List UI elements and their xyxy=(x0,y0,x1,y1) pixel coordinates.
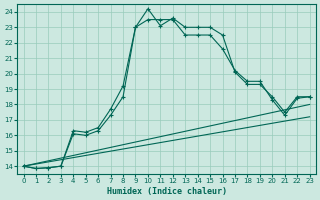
X-axis label: Humidex (Indice chaleur): Humidex (Indice chaleur) xyxy=(107,187,227,196)
